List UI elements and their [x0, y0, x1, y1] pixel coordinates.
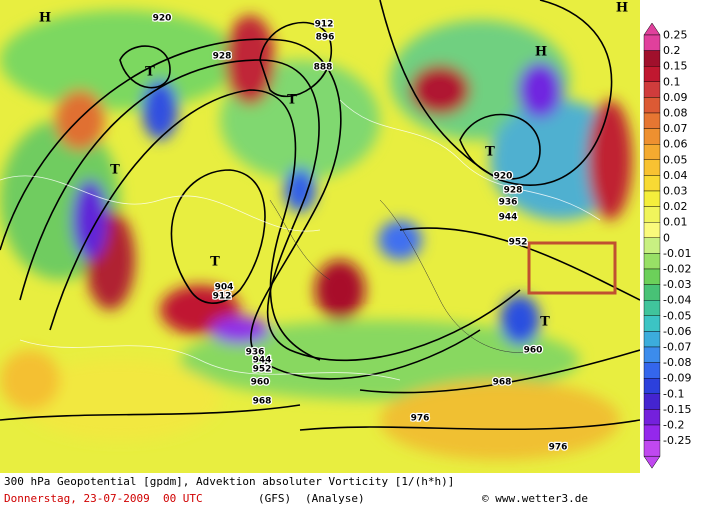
colorbar-label: 0.01 [663, 216, 688, 229]
colorbar-label: 0.1 [663, 75, 681, 88]
colorbar-swatch [643, 331, 661, 348]
colorbar-label: -0.25 [663, 434, 691, 447]
pressure-center: T [485, 145, 495, 160]
colorbar-label: -0.2 [663, 419, 684, 432]
contour-label: 936 [499, 198, 518, 208]
pressure-center: H [39, 11, 51, 26]
colorbar-swatch [643, 159, 661, 176]
colorbar-swatch [643, 268, 661, 285]
colorbar-label: 0.04 [663, 169, 688, 182]
vorticity-field [0, 10, 632, 460]
contour-label: 960 [251, 378, 270, 388]
colorbar-label: 0 [663, 231, 670, 244]
colorbar-label: -0.04 [663, 294, 691, 307]
contour-label: 976 [411, 414, 430, 424]
colorbar-label: 0.2 [663, 44, 681, 57]
colorbar-swatch [643, 253, 661, 270]
pressure-center: T [287, 93, 297, 108]
colorbar-swatch [643, 300, 661, 317]
colorbar-label: -0.09 [663, 372, 691, 385]
highlight-box [527, 241, 617, 295]
pressure-center: T [145, 65, 155, 80]
contour-label: 936 [246, 348, 265, 358]
contour-label: 912 [213, 292, 232, 302]
geopotential-contours [0, 0, 640, 431]
colorbar-label: 0.05 [663, 153, 688, 166]
contour-label: 952 [509, 238, 528, 248]
colorbar-label: -0.05 [663, 309, 691, 322]
pressure-center: T [540, 315, 550, 330]
colorbar-label: 0.02 [663, 200, 688, 213]
colorbar-swatch [643, 190, 661, 207]
colorbar-swatch [643, 284, 661, 301]
caption-credit: © www.wetter3.de [482, 492, 588, 505]
contour-label: 928 [504, 186, 523, 196]
colorbar-arrow-bottom [643, 455, 661, 469]
colorbar-swatch [643, 128, 661, 145]
colorbar-label: -0.02 [663, 263, 691, 276]
colorbar-swatch [643, 362, 661, 379]
colorbar-swatch [643, 34, 661, 51]
contour-label: 928 [213, 52, 232, 62]
colorbar-swatch [643, 143, 661, 160]
colorbar-swatch [643, 440, 661, 457]
zero-lines [0, 99, 601, 381]
colorbar-swatch [643, 424, 661, 441]
colorbar-swatch [643, 175, 661, 192]
contour-label: 960 [524, 346, 543, 356]
contour-label: 968 [253, 397, 272, 407]
colorbar-label: 0.07 [663, 122, 688, 135]
colorbar-swatch [643, 346, 661, 363]
weather-map: H912TTTTT9129209289369449529609689769209… [0, 0, 640, 473]
colorbar-label: -0.08 [663, 356, 691, 369]
colorbar-swatch [643, 409, 661, 426]
colorbar-label: 0.15 [663, 60, 688, 73]
colorbar-label: 0.08 [663, 107, 688, 120]
pressure-center: H [616, 1, 628, 16]
colorbar-label: 0.06 [663, 138, 688, 151]
colorbar-swatch [643, 221, 661, 238]
pressure-center: T [110, 163, 120, 178]
colorbar-swatch [643, 378, 661, 395]
contour-label: 896 [316, 33, 335, 43]
colorbar-swatch [643, 97, 661, 114]
colorbar-swatch [643, 50, 661, 67]
colorbar-arrow-top [643, 22, 661, 36]
colorbar-label: -0.03 [663, 278, 691, 291]
contour-label: 944 [253, 356, 272, 366]
colorbar-label: -0.15 [663, 403, 691, 416]
colorbar-label: -0.01 [663, 247, 691, 260]
contour-label: 976 [549, 443, 568, 453]
caption-run: (Analyse) [305, 492, 365, 505]
contour-label: 968 [493, 378, 512, 388]
contour-label: 888 [314, 63, 333, 73]
colorbar-swatch [643, 206, 661, 223]
colorbar: 0.25 0.2 0.15 0.1 0.09 0.08 0.07 0.06 0.05 0.04 0.… [643, 22, 691, 469]
contour-label: 912 [315, 20, 334, 30]
caption-model: (GFS) [258, 492, 292, 505]
caption-title: 300 hPa Geopotential [gpdm], Advektion a… [4, 475, 455, 488]
contour-label: 920 [494, 172, 513, 182]
contour-label: 944 [499, 213, 518, 223]
colorbar-swatch [643, 112, 661, 129]
colorbar-swatch [643, 315, 661, 332]
contour-label: 952 [253, 365, 272, 375]
colorbar-swatch [643, 81, 661, 98]
caption-date: Donnerstag, 23-07-2009 00 UTC [4, 492, 203, 505]
colorbar-swatch [643, 237, 661, 254]
colorbar-swatch [643, 393, 661, 410]
contour-label: 904 [215, 283, 234, 293]
pressure-center: H [535, 45, 547, 60]
colorbar-label: 0.25 [663, 29, 688, 42]
colorbar-label: 0.03 [663, 185, 688, 198]
colorbar-label: -0.06 [663, 325, 691, 338]
colorbar-label: -0.07 [663, 341, 691, 354]
pressure-center: T [210, 255, 220, 270]
contour-label: 920 [153, 14, 172, 24]
colorbar-label: -0.1 [663, 387, 684, 400]
colorbar-swatch [643, 65, 661, 82]
colorbar-label: 0.09 [663, 91, 688, 104]
